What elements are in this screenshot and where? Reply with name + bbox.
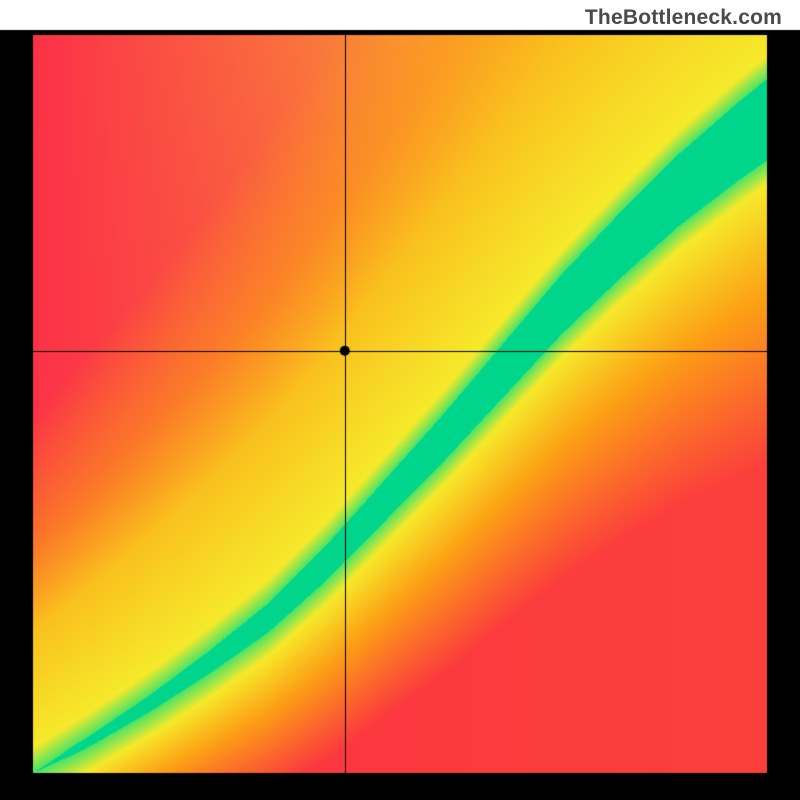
attribution-text: TheBottleneck.com xyxy=(585,6,782,30)
heatmap-canvas xyxy=(0,0,800,800)
